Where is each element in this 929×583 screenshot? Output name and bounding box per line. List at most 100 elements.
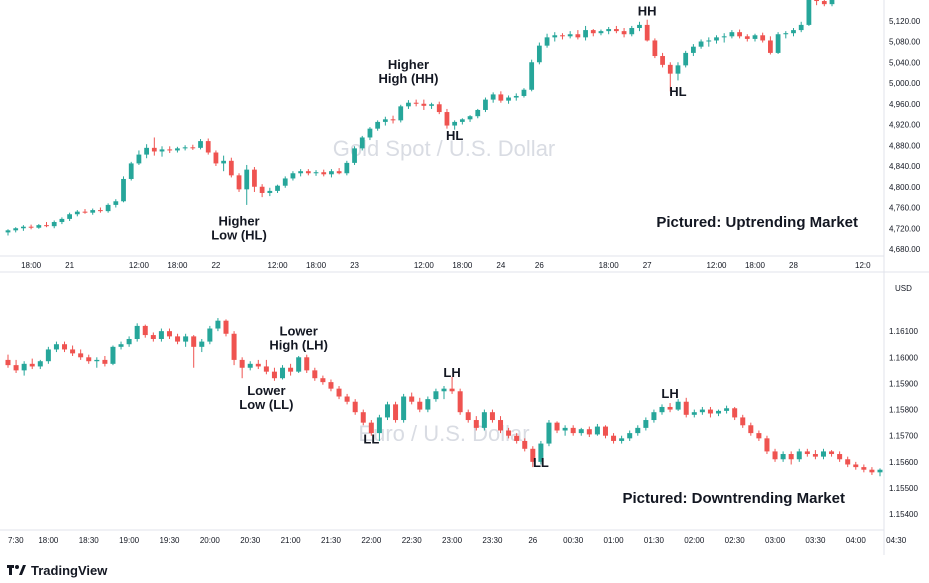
candle-body	[629, 28, 635, 35]
candle	[611, 433, 617, 444]
candle	[768, 36, 773, 55]
candle	[336, 386, 342, 400]
candle	[221, 155, 227, 172]
candle-body	[113, 201, 119, 205]
candle-body	[86, 357, 92, 362]
candle	[578, 427, 584, 436]
candle	[136, 150, 142, 165]
candle-body	[578, 429, 584, 434]
candle	[643, 417, 649, 431]
candle-body	[714, 37, 719, 41]
candle	[360, 409, 366, 426]
candle-body	[721, 36, 727, 38]
candle-body	[659, 406, 665, 413]
candle-body	[683, 401, 689, 415]
candle-body	[602, 426, 608, 436]
candle-body	[768, 40, 773, 53]
candle	[126, 336, 132, 347]
candle-body	[760, 35, 766, 41]
candle	[36, 224, 42, 229]
candle-body	[457, 391, 463, 413]
top-caption: Pictured: Uptrending Market	[656, 214, 858, 231]
candle	[764, 435, 770, 455]
candle	[783, 31, 789, 39]
bottom-watermark-text: Euro / U.S. Dollar	[358, 421, 529, 446]
candle	[344, 160, 350, 176]
candle-body	[29, 363, 35, 367]
candle-body	[467, 116, 473, 120]
time-tick-label: 21	[65, 261, 74, 270]
candle-body	[498, 420, 504, 431]
candle-body	[667, 64, 673, 74]
candle	[521, 88, 527, 98]
candle-body	[546, 422, 552, 444]
candle-body	[328, 382, 334, 389]
candle	[51, 220, 57, 229]
candle-body	[812, 454, 818, 457]
candle-body	[729, 32, 735, 37]
candle	[159, 146, 165, 157]
candle	[877, 468, 883, 477]
time-tick-label: 22:00	[361, 536, 382, 545]
candle-body	[360, 412, 366, 423]
candle	[288, 363, 294, 376]
candle-body	[744, 36, 750, 39]
candle-body	[401, 396, 407, 421]
candle-body	[560, 35, 565, 37]
candle	[175, 333, 181, 345]
candle-body	[814, 0, 819, 2]
candle	[707, 406, 713, 418]
price-tick-label: 5,040.00	[889, 58, 921, 67]
candle	[845, 456, 851, 468]
candle	[691, 409, 697, 418]
candle-body	[67, 214, 72, 219]
time-tick-label: 7:30	[8, 536, 24, 545]
candle-body	[183, 336, 189, 342]
candle	[490, 92, 496, 103]
time-tick-label: 18:00	[38, 536, 59, 545]
price-tick-label: 4,680.00	[889, 245, 921, 254]
time-tick-label: 19:00	[119, 536, 140, 545]
candle-body	[606, 29, 612, 32]
candle-body	[716, 410, 722, 414]
candle	[144, 144, 150, 159]
top-watermark: Gold Spot / U.S. Dollar	[333, 136, 556, 161]
candle	[483, 97, 488, 113]
candle	[78, 349, 84, 360]
candle	[652, 38, 658, 59]
candle-body	[51, 222, 57, 227]
candle-body	[683, 52, 689, 66]
candle-body	[791, 30, 796, 34]
candle	[53, 341, 59, 353]
candle	[244, 164, 250, 205]
candle-body	[452, 121, 458, 126]
candle	[635, 425, 641, 436]
candle-body	[737, 32, 742, 37]
price-tick-label: 5,120.00	[889, 17, 921, 26]
candle-body	[78, 353, 84, 358]
candle	[102, 355, 108, 367]
candle	[376, 414, 382, 441]
candle	[804, 448, 810, 457]
time-tick-label: 27	[643, 261, 652, 270]
candle-body	[698, 41, 704, 47]
candle	[627, 430, 633, 441]
candle-body	[586, 429, 592, 435]
candle-body	[660, 56, 665, 65]
candle	[113, 199, 119, 208]
candle	[748, 422, 754, 436]
time-tick-label: 03:30	[805, 536, 826, 545]
candle-body	[837, 454, 843, 460]
candle	[788, 451, 794, 465]
time-tick-label: 23	[350, 261, 359, 270]
candle-body	[796, 451, 802, 460]
candle	[780, 451, 786, 462]
candle-body	[244, 169, 250, 190]
candle	[110, 345, 116, 366]
candle	[698, 39, 704, 49]
bottom-price-unit: USD	[895, 284, 912, 293]
candle-body	[368, 422, 374, 434]
candle-body	[644, 24, 650, 41]
time-tick-label: 12:00	[414, 261, 435, 270]
candle	[637, 21, 642, 32]
